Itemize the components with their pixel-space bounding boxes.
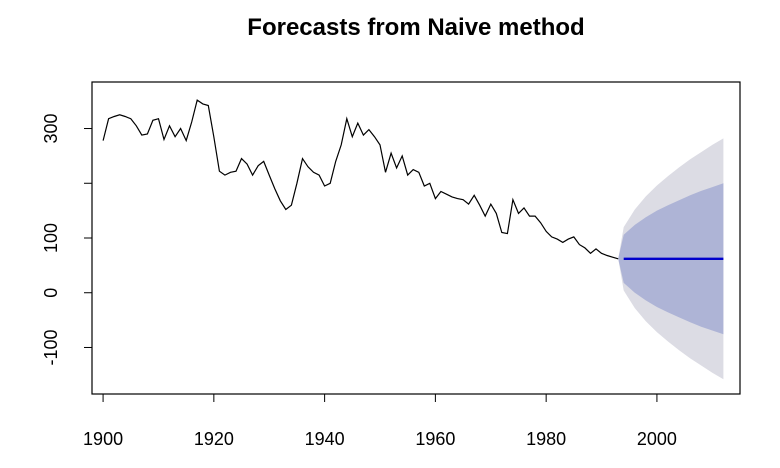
chart-title: Forecasts from Naive method (247, 14, 584, 41)
x-tick-label: 1980 (526, 429, 566, 449)
x-tick-label: 2000 (637, 429, 677, 449)
series-lines (102, 99, 724, 260)
y-axis: -100 0 100 300 (41, 114, 93, 365)
y-tick-label: 100 (41, 223, 61, 253)
x-axis: 1900 1920 1940 1960 1980 2000 (83, 393, 677, 449)
y-tick-label: 300 (41, 114, 61, 144)
x-tick-label: 1900 (83, 429, 123, 449)
x-tick-label: 1940 (305, 429, 345, 449)
x-tick-label: 1920 (194, 429, 234, 449)
history-line (102, 99, 619, 260)
x-tick-label: 1960 (415, 429, 455, 449)
y-tick-label: 0 (41, 288, 61, 298)
y-tick-label: -100 (41, 329, 61, 365)
